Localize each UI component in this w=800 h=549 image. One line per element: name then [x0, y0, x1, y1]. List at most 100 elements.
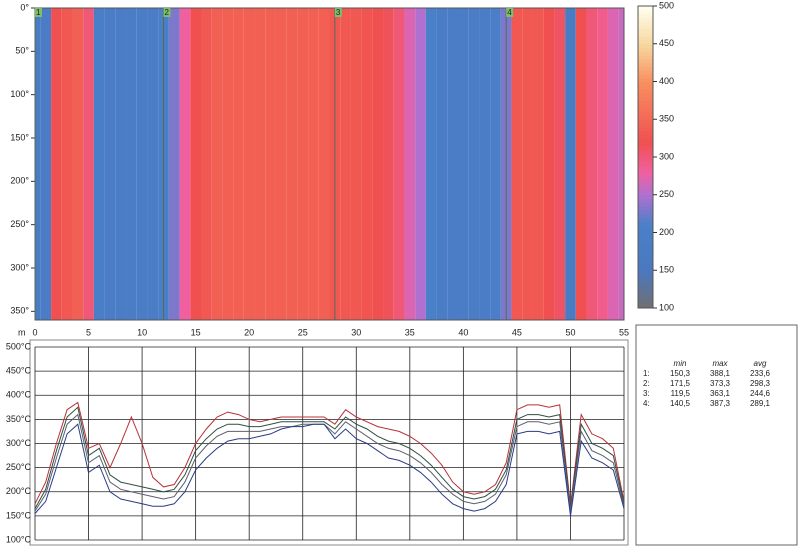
heat-cell	[511, 8, 523, 320]
colorbar-step	[638, 240, 653, 245]
y-tick-label: 450°C	[6, 366, 32, 376]
colorbar-step	[638, 21, 653, 26]
heat-cell	[532, 8, 544, 320]
colorbar-step	[638, 55, 653, 60]
colorbar-step	[638, 123, 653, 128]
stats-cell: 388,1	[710, 369, 731, 378]
heat-cell	[607, 8, 619, 320]
heat-cell	[61, 8, 73, 320]
colorbar-step	[638, 183, 653, 188]
colorbar-label: 300	[659, 151, 674, 161]
stats-cell: 140,5	[670, 399, 691, 408]
heat-cell	[243, 8, 255, 320]
stats-cell: 2:	[643, 379, 650, 388]
colorbar-step	[638, 164, 653, 169]
y-tick-label: 200°	[10, 176, 29, 186]
colorbar-step	[638, 92, 653, 98]
heat-cell	[233, 8, 244, 320]
colorbar-step	[638, 145, 653, 150]
heat-cell	[447, 8, 459, 320]
heat-cell	[361, 8, 373, 320]
y-tick-label: 250°C	[6, 462, 32, 472]
colorbar-step	[638, 187, 653, 192]
heat-cell	[286, 8, 298, 320]
colorbar-step	[638, 266, 653, 271]
heat-cell	[522, 8, 533, 320]
colorbar-step	[638, 251, 653, 256]
colorbar-label: 450	[659, 38, 674, 48]
colorbar-step	[638, 243, 653, 249]
series-line	[34, 406, 625, 509]
colorbar-step	[638, 232, 653, 237]
colorbar-step	[638, 138, 653, 143]
colorbar-step	[638, 157, 653, 162]
colorbar-step	[638, 292, 653, 298]
heat-cell	[468, 8, 480, 320]
colorbar-step	[638, 62, 653, 67]
colorbar-label: 250	[659, 189, 674, 199]
heat-cell	[372, 8, 384, 320]
y-tick-label: 350°	[10, 306, 29, 316]
stats-cell: 4:	[643, 399, 650, 408]
heat-cell	[83, 8, 94, 320]
colorbar-step	[638, 274, 653, 279]
heat-cell	[436, 8, 448, 320]
heat-cell	[479, 8, 491, 320]
colorbar-step	[638, 134, 653, 139]
x-tick-label: 35	[405, 327, 415, 337]
heat-cell	[126, 8, 137, 320]
heat-cell	[222, 8, 234, 320]
heat-cell	[275, 8, 287, 320]
heat-cell	[179, 8, 191, 320]
colorbar-step	[638, 47, 653, 52]
series-line	[34, 423, 625, 516]
colorbar-step	[638, 141, 653, 147]
colorbar-step	[638, 209, 653, 215]
heat-cell	[383, 8, 394, 320]
heat-cell	[136, 8, 148, 320]
colorbar-step	[638, 270, 653, 275]
colorbar-step	[638, 300, 653, 305]
colorbar-step	[638, 85, 653, 90]
y-tick-label: 150°C	[6, 510, 32, 520]
colorbar-step	[638, 172, 653, 177]
section-label: 4	[507, 8, 512, 17]
stats-cell: 150,3	[670, 369, 691, 378]
colorbar-step	[638, 36, 653, 41]
colorbar-step	[638, 104, 653, 109]
heat-cell	[597, 8, 608, 320]
heat-cell	[618, 8, 624, 320]
colorbar-step	[638, 194, 653, 200]
colorbar-step	[638, 24, 653, 30]
x-tick-label: 30	[351, 327, 361, 337]
colorbar-step	[638, 262, 653, 267]
colorbar-step	[638, 107, 653, 113]
heat-cell	[586, 8, 598, 320]
heat-cell	[104, 8, 116, 320]
colorbar-step	[638, 39, 653, 45]
section-marker	[35, 8, 42, 17]
y-tick-label: 300°	[10, 262, 29, 272]
y-tick-label: 100°	[10, 89, 29, 99]
colorbar-label: 400	[659, 76, 674, 86]
section-label: 2	[165, 8, 170, 17]
colorbar-step	[638, 258, 653, 264]
stats-box	[635, 324, 798, 546]
colorbar-step	[638, 179, 653, 184]
stats-header: max	[712, 359, 728, 368]
heat-cell	[265, 8, 276, 320]
colorbar-step	[638, 221, 653, 226]
colorbar-step	[638, 58, 653, 64]
heat-cell	[190, 8, 201, 320]
x-tick-label: 40	[458, 327, 468, 337]
heat-cell	[554, 8, 566, 320]
x-tick-label: 55	[619, 327, 629, 337]
heat-cell	[340, 8, 351, 320]
heat-cell	[565, 8, 576, 320]
colorbar-step	[638, 73, 653, 79]
colorbar-step	[638, 224, 653, 230]
colorbar-step	[638, 130, 653, 135]
y-tick-label: 0°	[20, 2, 29, 12]
colorbar-step	[638, 304, 653, 309]
y-tick-label: 200°C	[6, 486, 32, 496]
